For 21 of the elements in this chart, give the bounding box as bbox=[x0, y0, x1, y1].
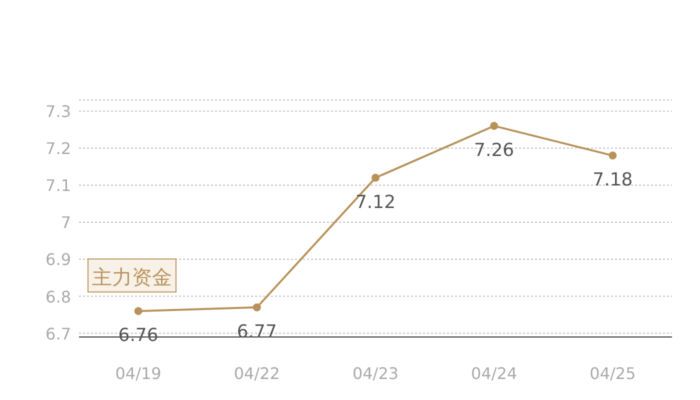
annotation: 主力资金 bbox=[92, 265, 172, 289]
point bbox=[372, 174, 380, 182]
data-label: 7.12 bbox=[355, 192, 396, 213]
point bbox=[608, 152, 617, 160]
x-tick-label: 04/24 bbox=[471, 364, 518, 383]
point bbox=[134, 307, 142, 316]
y-tick-label: 6.9 bbox=[46, 250, 71, 270]
x-tick-label: 04/19 bbox=[115, 364, 162, 383]
y-tick-label: 7.1 bbox=[46, 176, 71, 196]
y-tick-label: 7 bbox=[60, 213, 71, 232]
x-tick-label: 04/23 bbox=[352, 364, 399, 383]
data-label: 7.18 bbox=[592, 170, 633, 191]
x-tick-label: 04/25 bbox=[590, 364, 636, 383]
point bbox=[252, 303, 261, 312]
y-tick-label: 7.2 bbox=[46, 139, 71, 158]
y-tick-label: 6.8 bbox=[46, 287, 71, 306]
x-tick-label: 04/22 bbox=[234, 364, 280, 383]
point bbox=[490, 122, 498, 130]
y-tick-label: 6.7 bbox=[46, 324, 71, 344]
y-tick-label: 7.3 bbox=[46, 102, 71, 122]
data-label: 7.26 bbox=[474, 140, 514, 161]
